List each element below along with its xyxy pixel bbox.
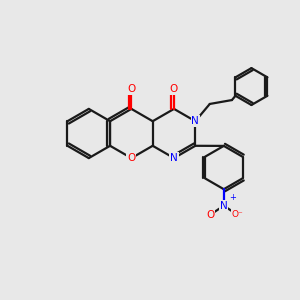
Text: O: O: [170, 84, 178, 94]
Text: N: N: [191, 116, 199, 126]
Text: N: N: [220, 201, 228, 211]
Text: N: N: [170, 153, 178, 163]
Text: O: O: [127, 153, 136, 163]
Text: O: O: [127, 84, 136, 94]
Text: O⁻: O⁻: [231, 210, 243, 219]
Text: O: O: [206, 210, 214, 220]
Text: +: +: [229, 193, 236, 202]
